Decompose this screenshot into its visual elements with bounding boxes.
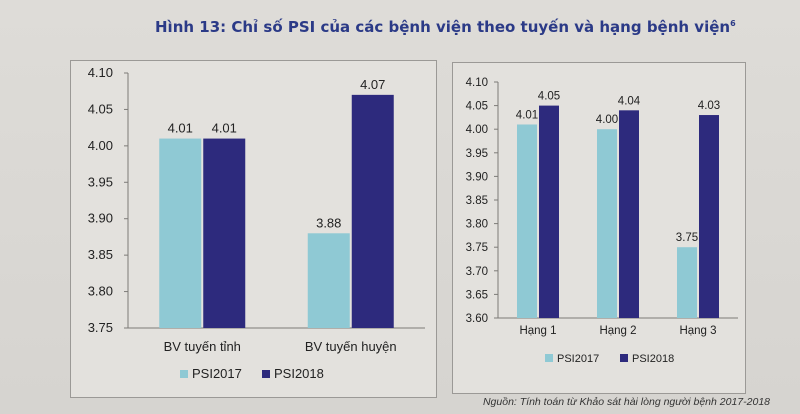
y-tick-label: 3.95 (88, 174, 113, 189)
y-tick-label: 4.00 (88, 138, 113, 153)
y-tick-label: 3.90 (466, 171, 488, 183)
legend-label-psi2017: PSI2017 (557, 353, 599, 365)
bar-psi2017 (597, 129, 617, 318)
legend-swatch-psi2017 (180, 370, 188, 378)
y-tick-label: 3.60 (466, 313, 488, 325)
data-label: 4.07 (360, 77, 385, 92)
bar-psi2017 (517, 124, 537, 318)
bar-psi2018 (203, 138, 246, 328)
bar-psi2017 (307, 233, 350, 328)
category-label: BV tuyến tỉnh (164, 339, 241, 354)
data-label: 4.05 (538, 91, 560, 103)
y-tick-label: 4.10 (88, 65, 113, 80)
data-label: 3.88 (316, 215, 341, 230)
data-label: 4.03 (698, 100, 720, 112)
y-tick-label: 3.75 (88, 320, 113, 335)
bar-psi2017 (677, 247, 697, 318)
y-tick-label: 4.00 (466, 124, 488, 136)
legend-swatch-psi2017 (545, 354, 553, 362)
category-label: Hạng 1 (519, 325, 556, 337)
source-note: Nguồn: Tính toán từ Khảo sát hài lòng ng… (482, 396, 770, 408)
title-footnote-mark: 6 (730, 19, 736, 28)
legend-swatch-psi2018 (262, 370, 270, 378)
y-tick-label: 3.80 (88, 284, 113, 299)
y-tick-label: 4.05 (466, 101, 488, 113)
bar-psi2018 (619, 110, 639, 318)
bar-psi2017 (159, 138, 202, 328)
bar-psi2018 (699, 115, 719, 318)
y-tick-label: 4.10 (466, 77, 488, 89)
legend-label-psi2017: PSI2017 (192, 366, 242, 381)
legend-label-psi2018: PSI2018 (274, 366, 324, 381)
figure-title: Hình 13: Chỉ số PSI của các bệnh viện th… (155, 18, 736, 36)
data-label: 3.75 (676, 232, 698, 244)
y-tick-label: 3.75 (466, 242, 488, 254)
y-tick-label: 3.65 (466, 289, 488, 301)
category-label: Hạng 2 (599, 325, 636, 337)
y-tick-label: 3.70 (466, 266, 488, 278)
y-tick-label: 3.80 (466, 219, 488, 231)
data-label: 4.01 (168, 121, 193, 136)
bar-psi2018 (539, 105, 559, 318)
y-tick-label: 3.95 (466, 148, 488, 160)
y-tick-label: 3.85 (88, 247, 113, 262)
y-tick-label: 3.85 (466, 195, 488, 207)
data-label: 4.01 (516, 109, 538, 121)
data-label: 4.04 (618, 95, 641, 107)
y-tick-label: 3.90 (88, 211, 113, 226)
category-label: BV tuyến huyện (305, 339, 397, 354)
bar-psi2018 (351, 94, 394, 328)
y-tick-label: 4.05 (88, 101, 113, 116)
category-label: Hạng 3 (679, 325, 716, 337)
data-label: 4.00 (596, 114, 618, 126)
data-label: 4.01 (212, 121, 237, 136)
legend-label-psi2018: PSI2018 (632, 353, 674, 365)
legend-swatch-psi2018 (620, 354, 628, 362)
